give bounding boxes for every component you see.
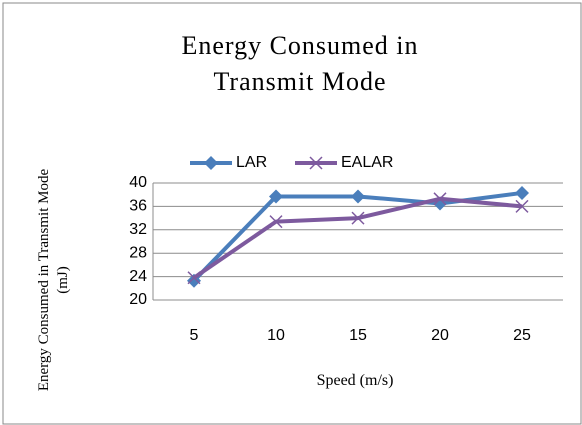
y-tick-label: 36 [129,198,147,215]
x-tick-label: 20 [431,327,449,344]
x-axis-label: Speed (m/s) [316,372,394,389]
y-tick-label: 28 [129,244,147,261]
point [351,189,365,204]
point [269,189,283,204]
x-tick-label: 5 [190,327,199,344]
y-tick-label: 20 [129,291,147,308]
x-tick-label: 15 [349,327,367,344]
legend-label: EALAR [341,154,393,171]
legend-marker [309,156,323,170]
y-tick-label: 24 [129,268,147,285]
point [269,215,283,229]
point [433,192,447,206]
y-tick-label: 40 [129,174,147,191]
legend-label: LAR [236,154,267,171]
chart-title: Energy Consumed in Transmit Mode [181,31,419,96]
y-tick-label: 32 [129,221,147,238]
point [515,199,529,213]
series-line [192,196,523,280]
point [187,271,201,285]
x-tick-label: 10 [267,327,285,344]
x-tick-label: 25 [513,327,531,344]
point [351,211,365,225]
y-axis-label: Energy Consumed in Transmit Mode (mJ) [36,168,71,392]
point [515,185,529,200]
legend-marker [204,156,218,170]
